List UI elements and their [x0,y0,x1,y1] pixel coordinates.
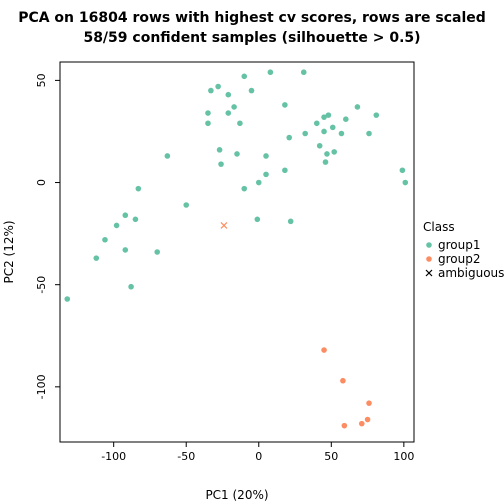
group1-point [331,149,338,155]
group1-point [234,151,240,157]
group1-point [282,102,288,108]
group1-point [216,147,223,153]
y-tick-label: -100 [35,374,48,399]
group1-point [205,120,211,127]
plot-frame [59,61,415,443]
group1-point [354,104,361,110]
group1-point [128,283,134,290]
group1-point [237,120,243,127]
data-points [64,69,409,429]
group1-point [373,112,380,118]
group1-point [322,159,329,165]
group1-point [338,130,345,137]
group2-point [321,347,327,353]
group1-point [321,128,327,135]
y-axis: -100 -50 0 50 [35,73,60,399]
ambiguous-point [220,222,228,229]
x-axis: -100 -50 0 50 100 [101,442,414,463]
group1-point [122,247,129,253]
group1-point [241,73,248,80]
legend-label: ambiguous [438,266,504,280]
group1-point [302,130,308,137]
group1-point [321,114,327,120]
group1-point [241,185,248,192]
group1-point [183,202,190,208]
group2-point [366,400,372,406]
group1-point [218,161,224,167]
group1-point [267,69,274,76]
group1-point [102,236,108,243]
x-tick-label: 50 [324,450,338,463]
legend-label: group1 [438,238,481,252]
group1-point [113,222,120,229]
chart-title: PCA on 16804 rows with highest cv scores… [18,10,486,26]
group2-point [340,377,346,384]
group1-point [255,179,262,186]
y-tick-label: 50 [35,73,48,87]
group1-point [64,296,71,302]
group1-point [343,116,349,123]
group1-point [300,69,307,76]
group1-point [215,83,221,90]
chart-subtitle: 58/59 confident samples (silhouette > 0.… [83,30,421,46]
group1-point [231,104,237,110]
group1-point [132,216,139,223]
group2-point [358,420,365,427]
group1-point [225,91,232,98]
group1-point [248,87,255,94]
legend-marker [426,256,432,262]
group1-point [402,179,409,186]
group1-point [286,134,293,141]
group1-point [282,167,288,174]
group1-point [263,153,269,159]
y-axis-title: PC2 (12%) [2,220,16,283]
group1-point [399,167,406,174]
x-tick-label: -50 [177,450,195,463]
group1-point [316,142,323,149]
group1-point [205,110,211,116]
legend-marker [426,242,432,248]
y-tick-label: 0 [35,179,48,186]
group1-point [122,212,129,219]
group1-point [164,153,171,159]
group1-point [154,249,161,255]
legend-marker-x [425,269,433,277]
x-tick-label: 0 [255,450,262,463]
group1-point [135,185,142,192]
group1-point [329,124,336,131]
x-tick-label: 100 [393,450,414,463]
y-tick-label: -50 [35,276,48,294]
group1-point [208,87,214,94]
group2-point [364,416,371,423]
legend-label: group2 [438,252,481,266]
x-tick-label: -100 [101,450,126,463]
group1-point [254,216,261,223]
legend-title: Class [423,220,455,234]
group1-point [263,171,269,178]
group2-point [341,422,348,429]
x-axis-title: PC1 (20%) [205,488,268,502]
group1-point [366,130,372,137]
group1-point [313,120,320,127]
group1-point [225,110,232,116]
group1-point [287,218,294,225]
group1-point [324,151,330,157]
group1-point [93,255,100,261]
group1-point [325,112,332,118]
